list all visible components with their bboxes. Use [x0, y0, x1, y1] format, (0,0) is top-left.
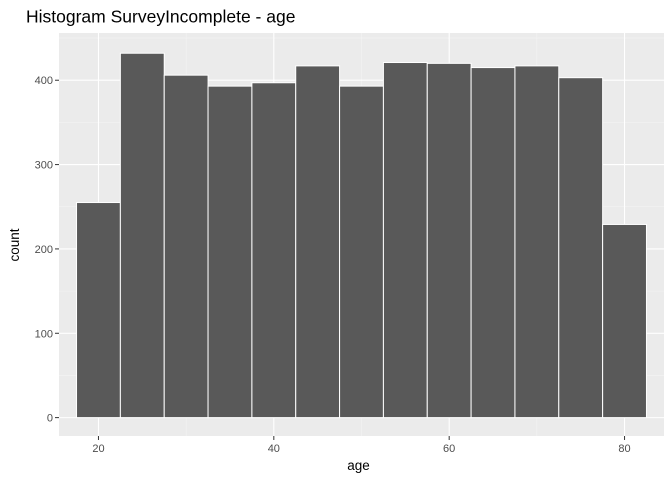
y-tick-label: 100	[35, 328, 53, 340]
histogram-bar	[470, 67, 516, 419]
x-tick-label: 20	[92, 443, 104, 455]
histogram-bar	[76, 202, 121, 419]
histogram-bar	[163, 74, 209, 419]
x-axis: 20 40 60 80	[92, 436, 631, 455]
histogram-bar	[426, 62, 472, 419]
histogram-bar	[251, 82, 297, 419]
histogram-bar	[514, 65, 560, 419]
y-tick-label: 300	[35, 160, 53, 172]
x-axis-title: age	[347, 458, 370, 473]
chart-title: Histogram SurveyIncomplete - age	[26, 7, 295, 27]
y-tick-label: 200	[35, 244, 53, 256]
y-axis-title: count	[7, 228, 22, 261]
x-tick-label: 40	[268, 443, 280, 455]
histogram-bar	[119, 52, 165, 419]
histogram-bar	[339, 85, 384, 419]
histogram-bar	[382, 62, 428, 419]
x-tick-label: 60	[443, 443, 455, 455]
x-tick-label: 80	[618, 443, 630, 455]
y-tick-label: 400	[35, 75, 53, 87]
bars	[76, 52, 647, 419]
histogram-bar	[602, 223, 647, 419]
histogram-bar	[207, 85, 253, 419]
y-tick-label: 0	[47, 413, 53, 425]
y-axis: 0 100 200 300 400	[35, 75, 59, 425]
histogram-bar	[295, 65, 341, 419]
histogram-bar	[558, 77, 604, 419]
